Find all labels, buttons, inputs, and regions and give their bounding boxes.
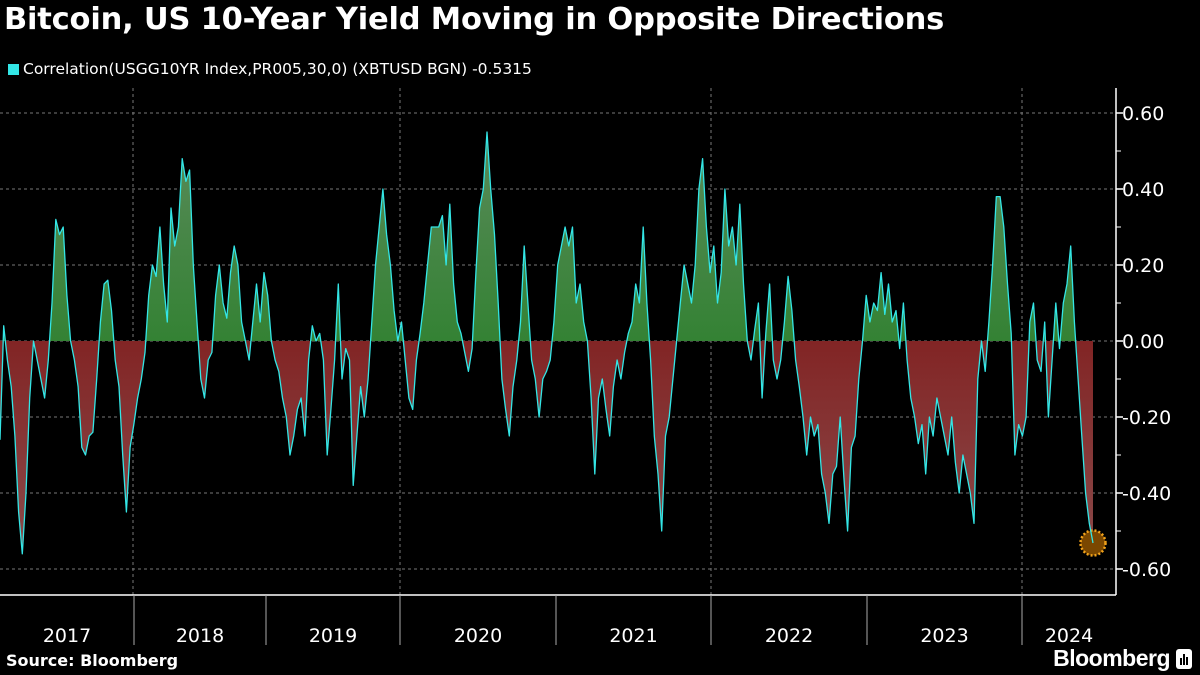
y-tick-label: 0.20: [1122, 255, 1164, 277]
x-tick-label: 2018: [176, 625, 224, 647]
source-note: Source: Bloomberg: [6, 651, 179, 670]
brand-name: Bloomberg: [1053, 645, 1170, 671]
x-tick-label: 2019: [309, 625, 357, 647]
y-tick-label: 0.00: [1122, 331, 1164, 353]
x-tick-label: 2020: [454, 625, 502, 647]
x-axis-ticks: 2017 2018 2019 2020 2021 2022 2023 2024: [43, 595, 1093, 647]
chart-logo-icon: [1176, 648, 1192, 669]
x-tick-label: 2023: [920, 625, 968, 647]
x-tick-label: 2022: [765, 625, 813, 647]
y-tick-label: -0.40: [1122, 483, 1171, 505]
chart-title: Bitcoin, US 10-Year Yield Moving in Oppo…: [4, 2, 945, 37]
y-tick-label: 0.40: [1122, 179, 1164, 201]
legend-label: Correlation(USGG10YR Index,PR005,30,0) (…: [23, 60, 532, 78]
y-axis-ticks: 0.60 0.40 0.20 0.00 -0.20 -0.40 -0.60: [1116, 103, 1171, 581]
legend-swatch: [8, 63, 19, 75]
y-tick-label: 0.60: [1122, 103, 1164, 125]
positive-area: [0, 132, 1093, 341]
y-tick-label: -0.60: [1122, 559, 1171, 581]
x-tick-label: 2024: [1045, 625, 1093, 647]
x-tick-label: 2017: [43, 625, 91, 647]
legend: Correlation(USGG10YR Index,PR005,30,0) (…: [8, 60, 532, 78]
bloomberg-logo: Bloomberg: [1053, 645, 1192, 672]
correlation-line: [0, 131, 1094, 555]
x-tick-label: 2021: [609, 625, 657, 647]
negative-area: [0, 341, 1093, 554]
y-tick-label: -0.20: [1122, 407, 1171, 429]
